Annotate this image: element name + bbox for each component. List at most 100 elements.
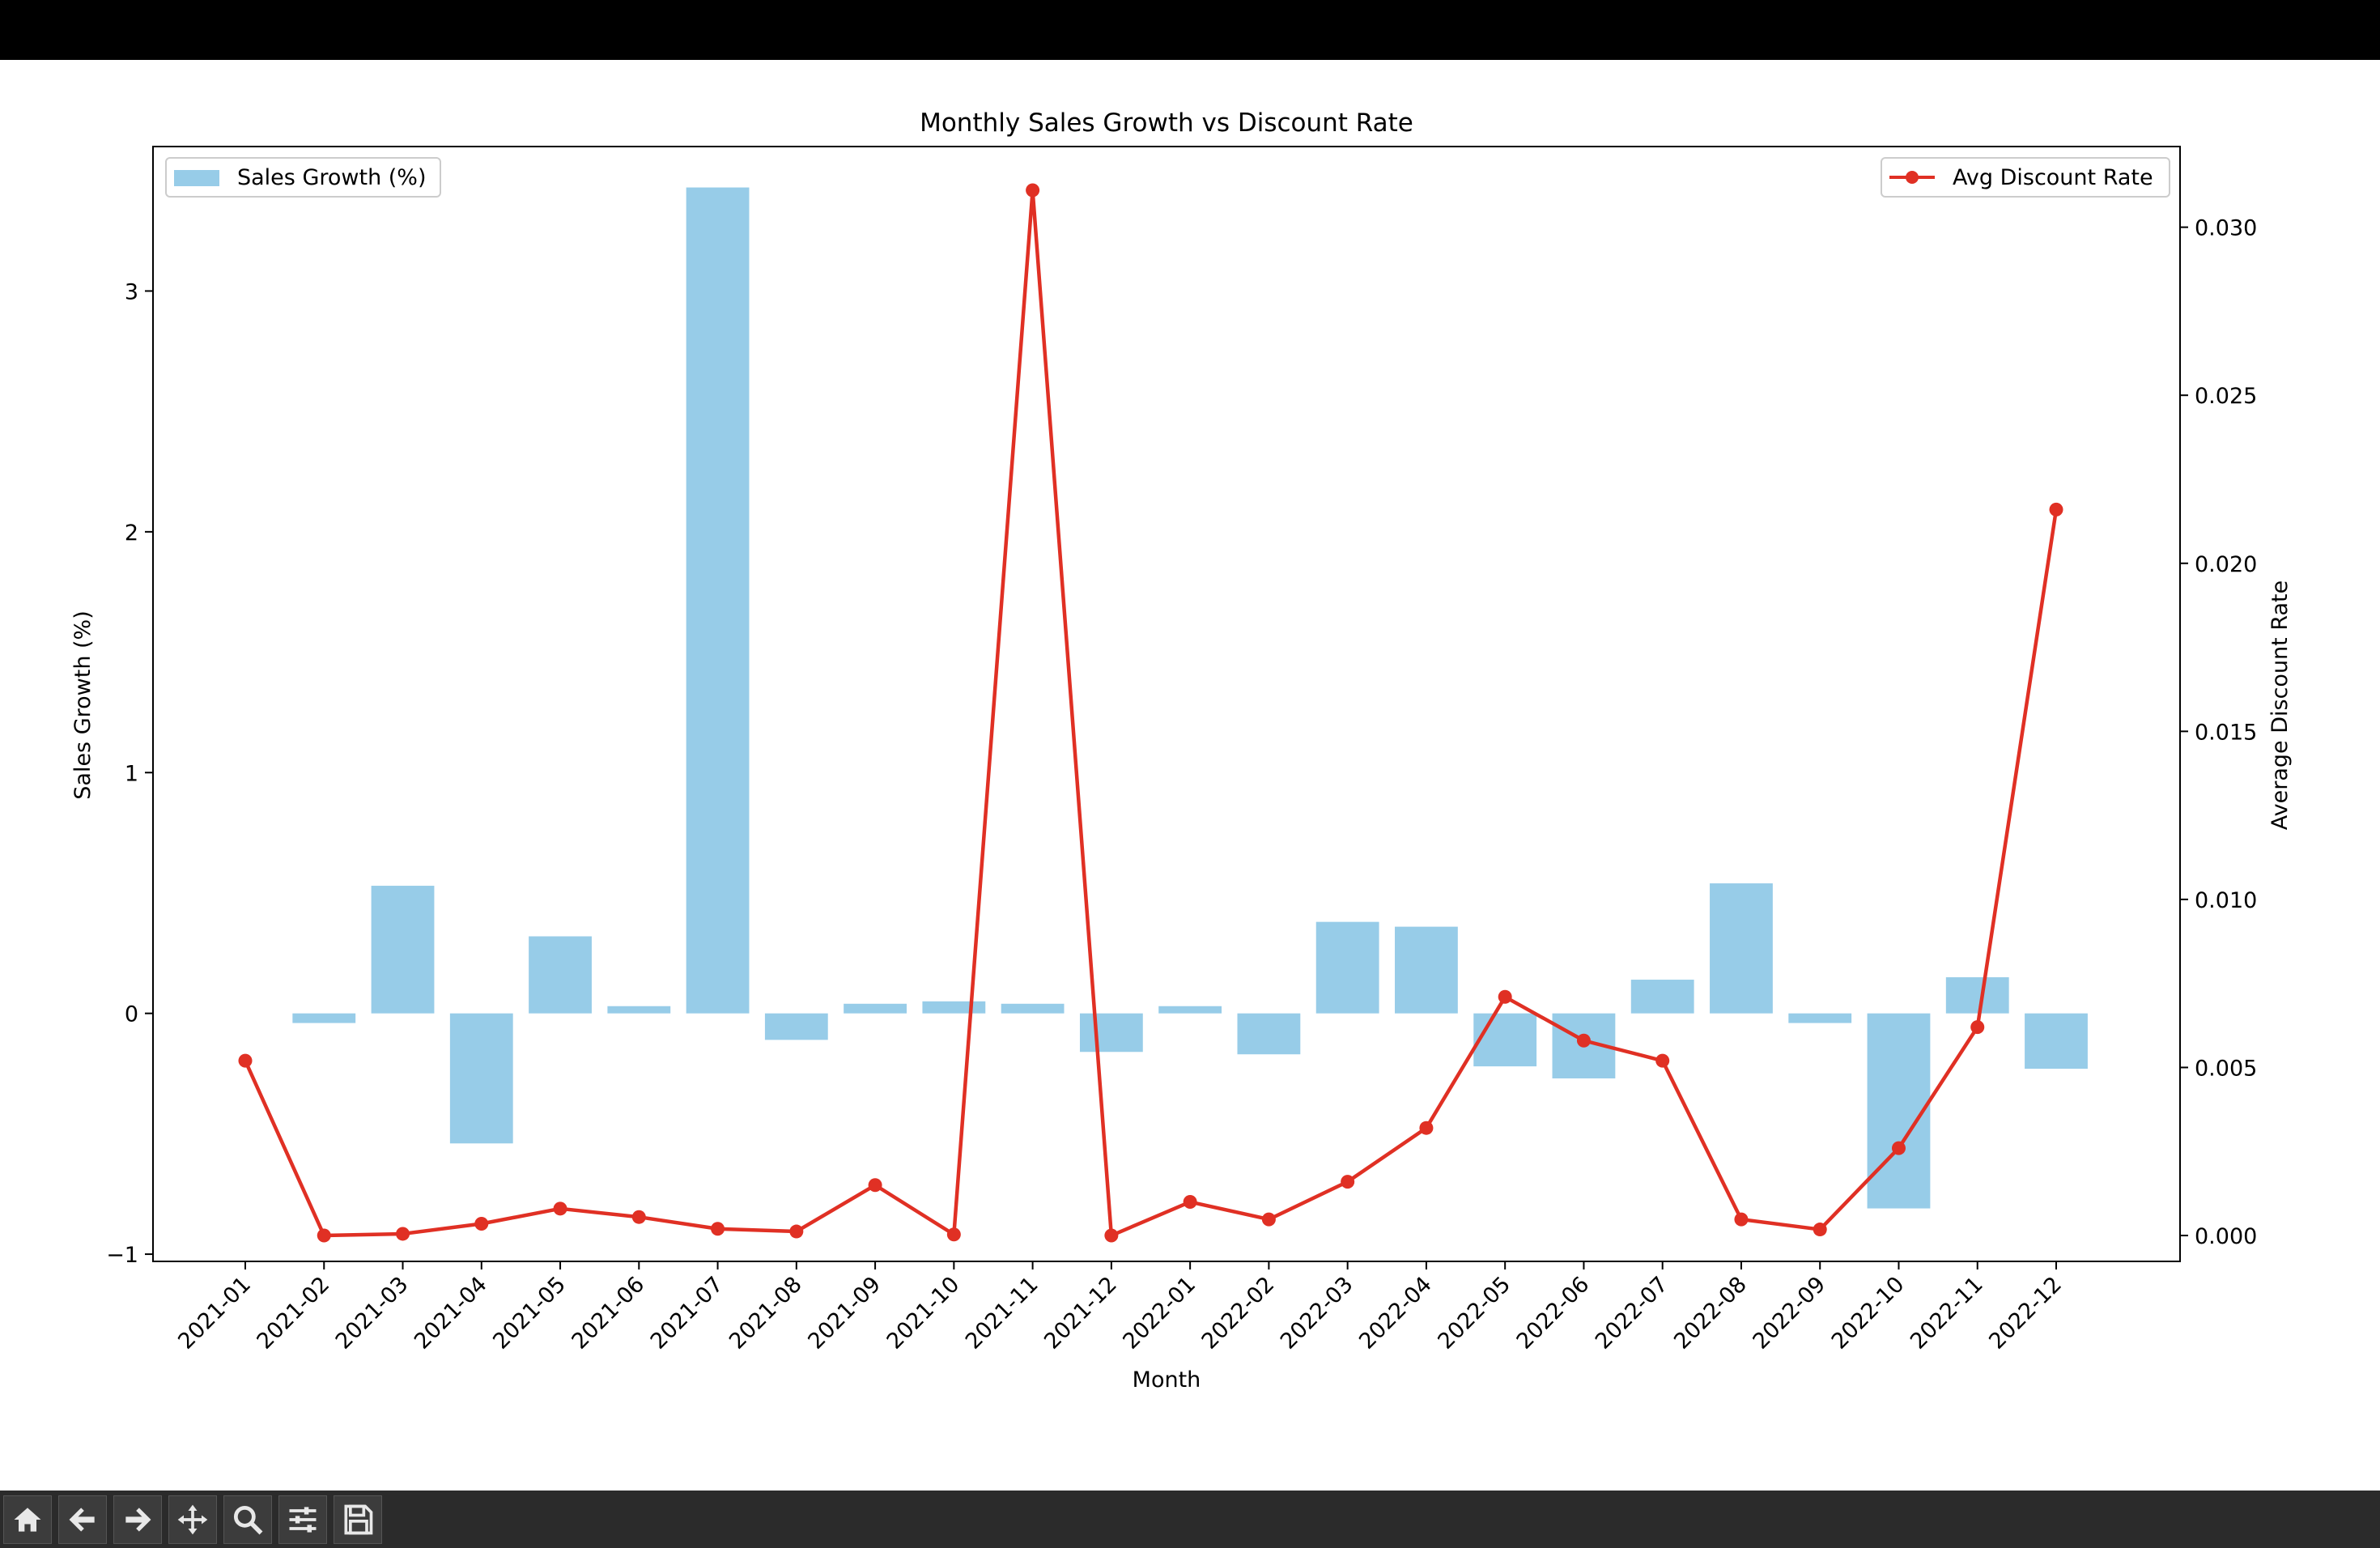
x-tick-label: 2022-10	[1827, 1272, 1910, 1354]
point-2022-07	[1655, 1053, 1670, 1068]
point-2021-05	[553, 1201, 567, 1216]
y-left-tick-label: 3	[125, 279, 138, 304]
bar-2021-12	[1079, 1013, 1143, 1053]
point-2022-01	[1183, 1195, 1197, 1210]
legend-avg-discount: Avg Discount Rate	[1881, 157, 2170, 198]
point-2022-04	[1419, 1121, 1434, 1135]
point-2022-08	[1734, 1212, 1749, 1227]
point-2022-02	[1261, 1212, 1276, 1227]
point-2022-11	[1970, 1020, 1985, 1035]
pan-icon	[177, 1504, 208, 1534]
point-2021-03	[396, 1227, 410, 1241]
bar-2022-04	[1395, 926, 1458, 1014]
x-tick-label: 2021-04	[410, 1272, 492, 1354]
point-2021-07	[711, 1222, 725, 1236]
y-left-tick-label: 0	[125, 1002, 138, 1027]
point-2021-12	[1104, 1228, 1119, 1243]
bar-2021-04	[449, 1013, 513, 1144]
x-tick-label: 2022-08	[1669, 1272, 1752, 1354]
y-right-tick-label: 0.005	[2195, 1056, 2257, 1081]
back-arrow-icon	[69, 1507, 95, 1532]
point-2021-08	[789, 1224, 804, 1239]
point-2022-12	[2049, 502, 2063, 517]
save-icon	[344, 1504, 373, 1534]
home-button[interactable]	[3, 1495, 52, 1544]
y-left-tick-label: −1	[106, 1243, 138, 1268]
forward-button[interactable]	[113, 1495, 162, 1544]
bar-2022-03	[1315, 921, 1379, 1014]
x-tick-label: 2021-08	[725, 1272, 807, 1354]
x-tick-label: 2022-09	[1748, 1272, 1830, 1354]
x-tick-label: 2021-02	[253, 1272, 335, 1354]
x-tick-label: 2022-04	[1354, 1272, 1437, 1354]
y-axis-left: −1 0 1 2 3	[106, 279, 153, 1268]
window-top-bar	[0, 0, 2380, 60]
home-icon	[14, 1507, 41, 1532]
point-2022-03	[1341, 1175, 1355, 1189]
chart-title: Monthly Sales Growth vs Discount Rate	[920, 108, 1413, 138]
y-right-tick-label: 0.010	[2195, 888, 2257, 913]
y-left-tick-label: 2	[125, 521, 138, 546]
bar-2021-07	[686, 187, 750, 1014]
y-right-tick-label: 0.020	[2195, 552, 2257, 577]
x-tick-label: 2022-02	[1197, 1272, 1280, 1354]
x-tick-label: 2022-07	[1591, 1272, 1673, 1354]
x-tick-label: 2021-10	[882, 1272, 965, 1354]
y-right-tick-label: 0.030	[2195, 216, 2257, 241]
zoom-icon	[233, 1505, 263, 1534]
bar-2021-11	[1001, 1003, 1065, 1014]
bar-2021-09	[844, 1003, 907, 1014]
x-tick-label: 2022-11	[1906, 1272, 1988, 1354]
bars-layer	[292, 187, 2088, 1209]
point-2021-11	[1026, 183, 1040, 198]
bar-2022-05	[1473, 1013, 1537, 1067]
bar-2021-03	[371, 886, 435, 1014]
point-2022-10	[1891, 1141, 1906, 1155]
y-axis-left-label: Sales Growth (%)	[70, 610, 96, 799]
line-layer	[238, 183, 2063, 1243]
x-tick-label: 2022-03	[1276, 1272, 1358, 1354]
figure-canvas: Monthly Sales Growth vs Discount Rate 20…	[0, 60, 2380, 1491]
pan-button[interactable]	[168, 1495, 217, 1544]
point-2022-06	[1576, 1033, 1591, 1048]
x-tick-label: 2021-09	[803, 1272, 886, 1354]
toolbar	[0, 1491, 2380, 1548]
point-2021-10	[946, 1227, 961, 1242]
legend-swatch-sales-growth	[174, 170, 219, 186]
bar-2021-06	[607, 1006, 671, 1014]
chart: Monthly Sales Growth vs Discount Rate 20…	[70, 108, 2293, 1393]
bar-2021-02	[292, 1013, 356, 1023]
y-axis-right-label: Average Discount Rate	[2267, 580, 2293, 830]
bar-2022-09	[1788, 1013, 1852, 1023]
bar-2022-08	[1710, 883, 1773, 1014]
configure-subplots-icon	[289, 1506, 317, 1533]
legend-sales-growth: Sales Growth (%)	[165, 157, 441, 198]
bar-2022-12	[2025, 1013, 2088, 1070]
y-axis-right: 0.000 0.005 0.010 0.015 0.020 0.025 0.030	[2180, 216, 2257, 1249]
x-tick-label: 2022-05	[1433, 1272, 1515, 1354]
legend-marker-avg-discount	[1906, 171, 1919, 184]
point-2021-04	[474, 1217, 489, 1231]
x-tick-label: 2021-05	[488, 1272, 571, 1354]
back-button[interactable]	[58, 1495, 107, 1544]
point-2022-05	[1498, 989, 1512, 1004]
legend-label-avg-discount: Avg Discount Rate	[1953, 165, 2153, 190]
zoom-button[interactable]	[223, 1495, 272, 1544]
y-right-tick-label: 0.000	[2195, 1224, 2257, 1249]
bar-2022-10	[1867, 1013, 1931, 1209]
forward-arrow-icon	[125, 1507, 151, 1532]
x-tick-label: 2022-12	[1984, 1272, 2067, 1354]
bar-2022-01	[1158, 1006, 1222, 1014]
configure-subplots-button[interactable]	[278, 1495, 327, 1544]
bar-2022-07	[1630, 980, 1694, 1014]
x-tick-label: 2021-01	[173, 1272, 256, 1354]
x-tick-label: 2021-03	[331, 1272, 414, 1354]
bar-2021-10	[922, 1001, 986, 1014]
x-tick-label: 2021-11	[961, 1272, 1043, 1354]
bar-2021-05	[529, 936, 592, 1014]
y-left-tick-label: 1	[125, 761, 138, 786]
save-button[interactable]	[334, 1495, 382, 1544]
y-right-tick-label: 0.025	[2195, 384, 2257, 409]
point-2022-09	[1813, 1223, 1827, 1237]
point-2021-09	[868, 1178, 882, 1193]
